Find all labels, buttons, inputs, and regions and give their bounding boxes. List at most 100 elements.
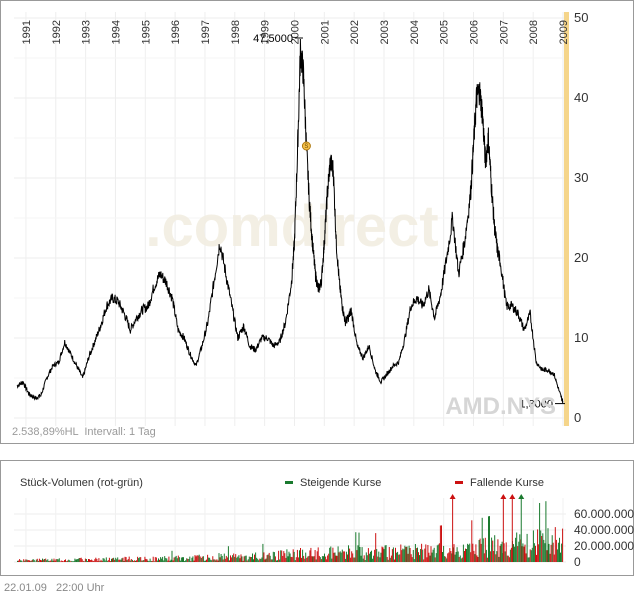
volume-bar (421, 543, 423, 562)
volume-bar (320, 559, 322, 562)
volume-bar (55, 559, 57, 562)
volume-bar (548, 543, 550, 562)
volume-bar (59, 561, 61, 562)
volume-bar (77, 559, 79, 562)
volume-bar (105, 557, 107, 562)
volume-bar (530, 550, 532, 562)
volume-bar (506, 555, 508, 562)
volume-bar (43, 559, 45, 562)
volume-bar (71, 560, 73, 562)
volume-bar (270, 559, 272, 562)
y-tick-label-30: 30 (574, 170, 588, 185)
volume-bar (327, 555, 329, 562)
volume-y-ticks: 0 20.000.000 40.000.000 60.000.000 (574, 507, 634, 569)
volume-bar (140, 557, 142, 562)
volume-bar (451, 553, 453, 562)
volume-bar (174, 556, 176, 562)
volume-bar (429, 555, 431, 562)
volume-bar (269, 555, 271, 562)
volume-bar (101, 560, 103, 562)
volume-bar (342, 551, 344, 562)
volume-bar (33, 559, 35, 562)
volume-bar (195, 556, 197, 562)
volume-bar (378, 551, 380, 562)
volume-bar (539, 503, 541, 562)
volume-bar (276, 560, 277, 562)
volume-bar (232, 555, 234, 562)
volume-bar (446, 558, 448, 562)
volume-bar (414, 544, 416, 562)
volume-bar (226, 557, 228, 562)
volume-bar (466, 549, 467, 562)
volume-overflow-arrow (500, 494, 507, 499)
volume-bar (375, 533, 377, 562)
volume-bar (182, 557, 183, 562)
volume-bar (114, 559, 116, 562)
volume-bar (262, 543, 264, 562)
volume-bar (185, 560, 187, 562)
volume-bar (271, 559, 273, 562)
volume-bar (169, 560, 171, 562)
x-tick-label-1997: 1997 (200, 20, 212, 44)
volume-bar (225, 555, 227, 562)
volume-bar (103, 558, 105, 562)
volume-bar (45, 558, 47, 562)
volume-bar (82, 560, 84, 562)
volume-bar (325, 556, 327, 562)
volume-bar (509, 549, 511, 562)
volume-bar (401, 550, 403, 562)
volume-bar (220, 554, 222, 562)
split-marker[interactable]: S (301, 141, 311, 151)
volume-bar (109, 561, 111, 562)
volume-bar (53, 558, 55, 562)
volume-bar (508, 557, 510, 562)
volume-bar (111, 558, 112, 562)
volume-bar (497, 539, 499, 562)
volume-bar (358, 532, 360, 562)
volume-bar (208, 557, 210, 562)
volume-bar (162, 556, 164, 562)
volume-y-tick-20.000.000: 20.000.000 (574, 539, 634, 553)
volume-bar (46, 560, 48, 562)
volume-bar (356, 550, 358, 562)
volume-bar (229, 560, 230, 562)
volume-bar (21, 560, 23, 562)
volume-bar (424, 548, 426, 562)
y-tick-label-20: 20 (574, 250, 588, 265)
volume-bar (295, 557, 297, 562)
volume-bar (455, 552, 457, 562)
volume-bar (345, 551, 347, 562)
volume-bar (28, 560, 30, 562)
volume-bar (282, 555, 284, 562)
volume-bar (491, 537, 493, 562)
volume-bar (91, 559, 93, 562)
legend-rising-label: Steigende Kurse (300, 477, 381, 489)
volume-bar (340, 552, 342, 562)
volume-bar (179, 560, 181, 562)
volume-bar (351, 551, 353, 562)
volume-bar (499, 545, 501, 562)
volume-bar (334, 552, 336, 562)
volume-bar (73, 561, 75, 562)
volume-bar (394, 559, 395, 562)
volume-bar (87, 561, 88, 562)
symbol-label: AMD.NYS (445, 393, 556, 420)
volume-bar (40, 559, 41, 562)
volume-bar (426, 557, 428, 562)
volume-bar (498, 556, 500, 562)
volume-bar (310, 547, 312, 562)
volume-bar (50, 560, 52, 562)
volume-bar (93, 561, 95, 562)
volume-bar (108, 557, 110, 562)
volume-bar (486, 557, 488, 562)
volume-bar (485, 549, 487, 562)
volume-bar (453, 544, 455, 562)
volume-bar (202, 556, 204, 562)
footer-timestamp: 22.01.09 22:00 Uhr (4, 582, 104, 594)
volume-bar (124, 556, 126, 562)
volume-bar (413, 559, 415, 562)
volume-bar (113, 557, 115, 562)
volume-bar (236, 557, 238, 562)
volume-bar (23, 559, 25, 562)
volume-bar (245, 555, 247, 562)
